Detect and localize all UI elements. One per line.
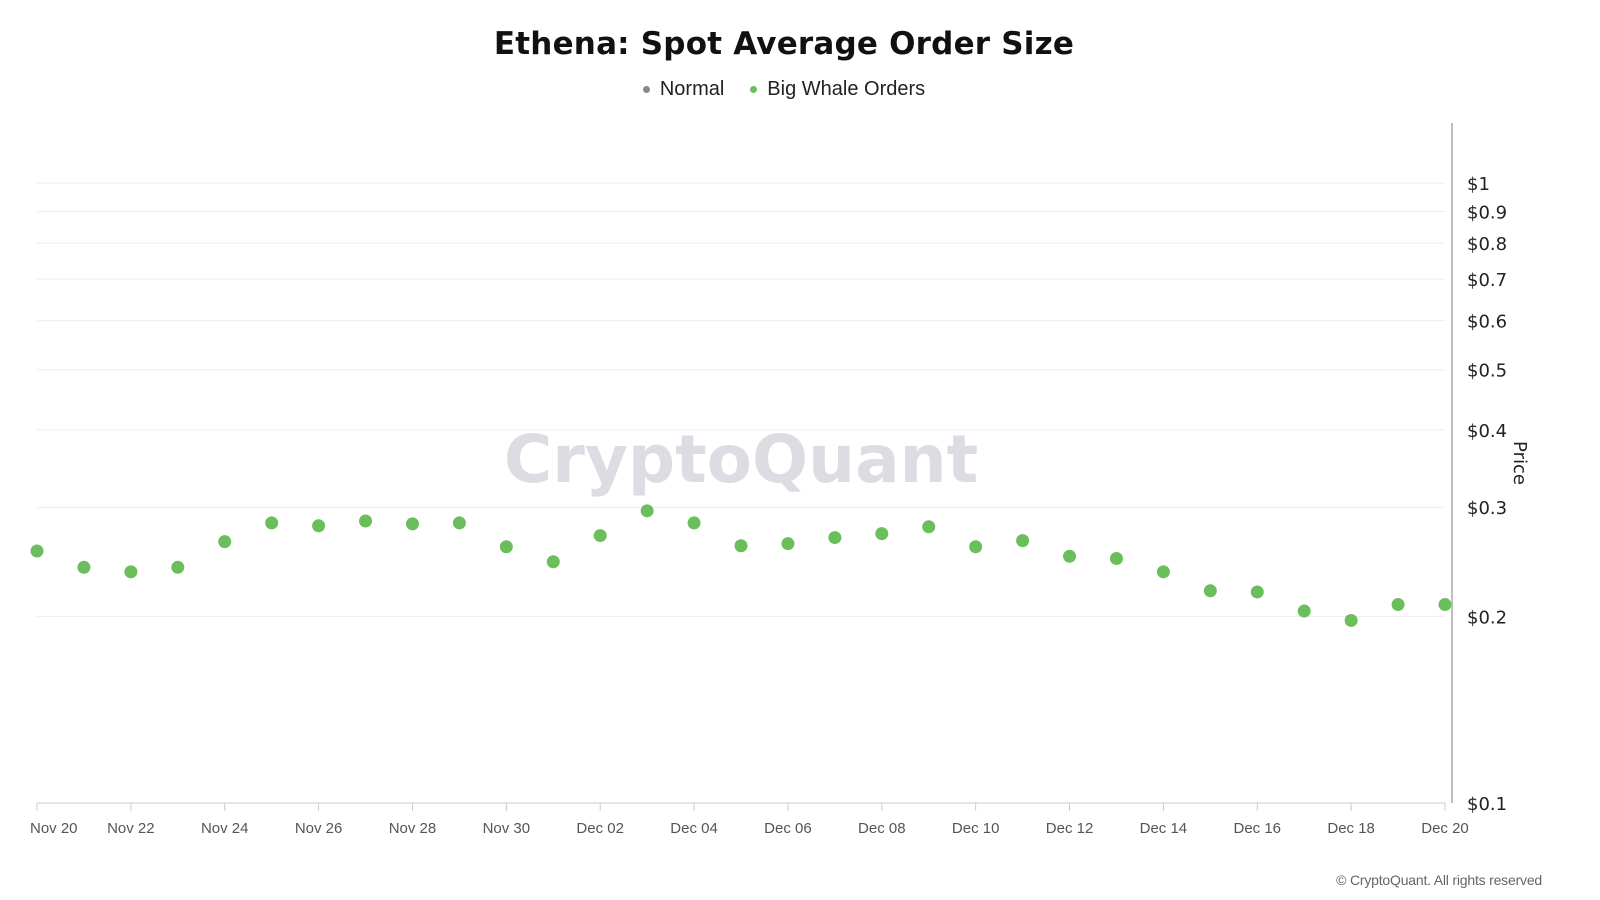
data-point [452, 516, 466, 530]
data-point [1438, 598, 1452, 612]
x-tick-label: Dec 12 [1046, 820, 1094, 837]
legend-item-big-whale-orders[interactable]: Big Whale Orders [750, 78, 925, 101]
legend-marker-big-whale-orders [750, 86, 758, 93]
y-tick-label: $1 [1467, 174, 1490, 195]
data-point [593, 529, 607, 543]
data-point [1250, 585, 1264, 599]
watermark-text: CryptoQuant [504, 421, 978, 498]
chart-title: Ethena: Spot Average Order Size [493, 26, 1075, 62]
x-tick-label: Nov 24 [201, 820, 249, 837]
x-tick-label: Dec 06 [764, 820, 812, 837]
data-point [312, 519, 326, 533]
data-point [405, 517, 419, 531]
x-tick-label: Nov 26 [295, 820, 343, 837]
y-tick-label: $0.9 [1467, 202, 1507, 223]
x-tick-label: Nov 20 [30, 820, 78, 837]
legend-item-normal[interactable]: Normal [642, 78, 725, 101]
data-point [499, 540, 513, 554]
data-point [687, 516, 701, 530]
data-point [171, 560, 185, 574]
x-tick-label: Nov 22 [107, 820, 155, 837]
y-tick-label: $0.3 [1467, 498, 1507, 519]
data-point [1391, 598, 1405, 612]
data-point [1344, 613, 1358, 627]
data-point [828, 531, 842, 545]
data-point [1203, 584, 1217, 598]
y-tick-label: $0.8 [1467, 234, 1507, 255]
copyright-footer: © CryptoQuant. All rights reserved [1336, 872, 1542, 888]
data-point [1109, 551, 1123, 565]
legend-marker-normal [642, 86, 650, 93]
data-point [265, 516, 279, 530]
x-tick-label: Dec 02 [576, 820, 624, 837]
data-point [1297, 604, 1311, 618]
data-point [218, 535, 232, 549]
x-tick-label: Dec 04 [670, 820, 718, 837]
chart-legend: Normal Big Whale Orders [0, 78, 1568, 101]
y-tick-label: $0.5 [1467, 361, 1507, 382]
x-tick-label: Dec 20 [1421, 820, 1469, 837]
y-axis-title: Price [1509, 441, 1530, 485]
x-tick-label: Dec 08 [858, 820, 906, 837]
y-tick-label: $0.6 [1467, 312, 1507, 333]
legend-label-normal: Normal [659, 78, 725, 100]
data-point [1016, 534, 1030, 548]
data-point [640, 504, 654, 518]
x-tick-label: Nov 30 [483, 820, 531, 837]
x-tick-label: Dec 14 [1140, 820, 1188, 837]
data-point [781, 537, 795, 551]
data-point [77, 560, 91, 574]
y-tick-label: $0.4 [1467, 421, 1507, 442]
data-point [875, 527, 889, 541]
x-tick-label: Dec 16 [1234, 820, 1282, 837]
data-point [969, 540, 983, 554]
x-tick-label: Dec 18 [1327, 820, 1375, 837]
data-point [1063, 549, 1077, 563]
data-point [546, 555, 560, 569]
x-tick-label: Dec 10 [952, 820, 1000, 837]
data-point [359, 514, 373, 528]
x-tick-label: Nov 28 [389, 820, 437, 837]
legend-label-big-whale-orders: Big Whale Orders [767, 78, 926, 100]
data-point [124, 565, 138, 579]
y-tick-label: $0.1 [1467, 794, 1507, 815]
y-tick-label: $0.2 [1467, 607, 1507, 628]
y-tick-label: $0.7 [1467, 270, 1507, 291]
data-point [1156, 565, 1170, 579]
data-point [734, 539, 748, 553]
data-point [922, 520, 936, 534]
data-point [30, 544, 44, 558]
